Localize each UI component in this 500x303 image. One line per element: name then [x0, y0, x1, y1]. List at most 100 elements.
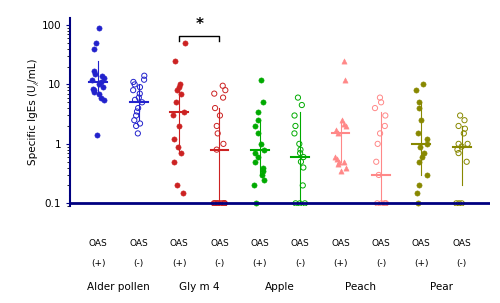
Point — [454, 142, 462, 146]
Point — [458, 201, 466, 206]
Point — [90, 46, 98, 51]
Point — [300, 165, 308, 170]
Point — [296, 142, 304, 146]
Point — [414, 201, 422, 206]
Text: Pear: Pear — [430, 282, 453, 292]
Point — [218, 83, 226, 88]
Point — [258, 77, 266, 82]
Point — [172, 183, 180, 188]
Text: OAS: OAS — [89, 239, 108, 248]
Point — [210, 201, 218, 206]
Point — [214, 131, 222, 136]
Point — [171, 58, 179, 63]
Point — [135, 95, 143, 100]
Point — [180, 40, 188, 45]
Point — [177, 91, 185, 96]
Point — [258, 172, 266, 177]
Point — [88, 77, 96, 82]
Point — [133, 109, 141, 114]
Text: (+): (+) — [252, 259, 267, 268]
Point — [461, 126, 469, 131]
Text: (-): (-) — [456, 259, 467, 268]
Point — [98, 85, 106, 90]
Point — [340, 159, 347, 164]
Point — [134, 106, 142, 111]
Text: OAS: OAS — [291, 239, 310, 248]
Point — [380, 201, 388, 206]
Point — [382, 201, 390, 206]
Point — [219, 95, 227, 100]
Point — [140, 73, 148, 78]
Point — [292, 201, 300, 206]
Point — [100, 75, 108, 80]
Point — [175, 124, 183, 128]
Text: OAS: OAS — [250, 239, 269, 248]
Text: OAS: OAS — [412, 239, 430, 248]
Point — [373, 201, 381, 206]
Point — [258, 168, 266, 173]
Point — [458, 144, 466, 149]
Point — [382, 201, 390, 206]
Point — [301, 201, 309, 206]
Point — [98, 73, 106, 78]
Point — [211, 106, 219, 111]
Point — [460, 118, 468, 123]
Point — [334, 162, 342, 167]
Point — [258, 142, 266, 146]
Point — [89, 86, 97, 91]
Point — [176, 85, 184, 90]
Point — [216, 201, 224, 206]
Point — [299, 183, 307, 188]
Text: Peach: Peach — [346, 282, 376, 292]
Point — [455, 201, 463, 206]
Text: OAS: OAS — [210, 239, 229, 248]
Point — [219, 201, 227, 206]
Point — [180, 109, 188, 114]
Point — [259, 165, 267, 170]
Point — [136, 121, 144, 126]
Point — [336, 159, 344, 164]
Point — [338, 118, 346, 123]
Text: Apple: Apple — [265, 282, 295, 292]
Point — [220, 142, 228, 146]
Point — [172, 100, 180, 105]
Point — [254, 131, 262, 136]
Point — [132, 113, 140, 118]
Point — [214, 201, 222, 206]
Point — [96, 91, 104, 96]
Point — [258, 100, 266, 105]
Point — [452, 201, 460, 206]
Point — [418, 118, 426, 123]
Text: (+): (+) — [172, 259, 186, 268]
Point — [250, 159, 258, 164]
Point — [418, 82, 426, 87]
Point — [136, 85, 144, 90]
Point — [332, 155, 340, 159]
Point — [92, 133, 100, 138]
Point — [250, 124, 258, 128]
Point — [132, 124, 140, 128]
Point — [100, 98, 108, 102]
Point — [412, 190, 420, 195]
Point — [251, 151, 259, 155]
Point — [173, 88, 181, 93]
Point — [290, 113, 298, 118]
Point — [462, 159, 470, 164]
Text: (-): (-) — [134, 259, 144, 268]
Text: (-): (-) — [214, 259, 224, 268]
Y-axis label: Specific IgEs (U⁁/mL): Specific IgEs (U⁁/mL) — [28, 59, 38, 165]
Point — [254, 118, 262, 123]
Point — [420, 151, 428, 155]
Point — [376, 131, 384, 136]
Point — [340, 58, 348, 63]
Point — [90, 89, 98, 94]
Text: (-): (-) — [376, 259, 386, 268]
Point — [254, 109, 262, 114]
Point — [334, 157, 342, 162]
Point — [131, 98, 139, 102]
Point — [138, 100, 146, 105]
Point — [416, 183, 424, 188]
Point — [220, 201, 228, 206]
Point — [97, 95, 105, 100]
Text: Alder pollen: Alder pollen — [87, 282, 150, 292]
